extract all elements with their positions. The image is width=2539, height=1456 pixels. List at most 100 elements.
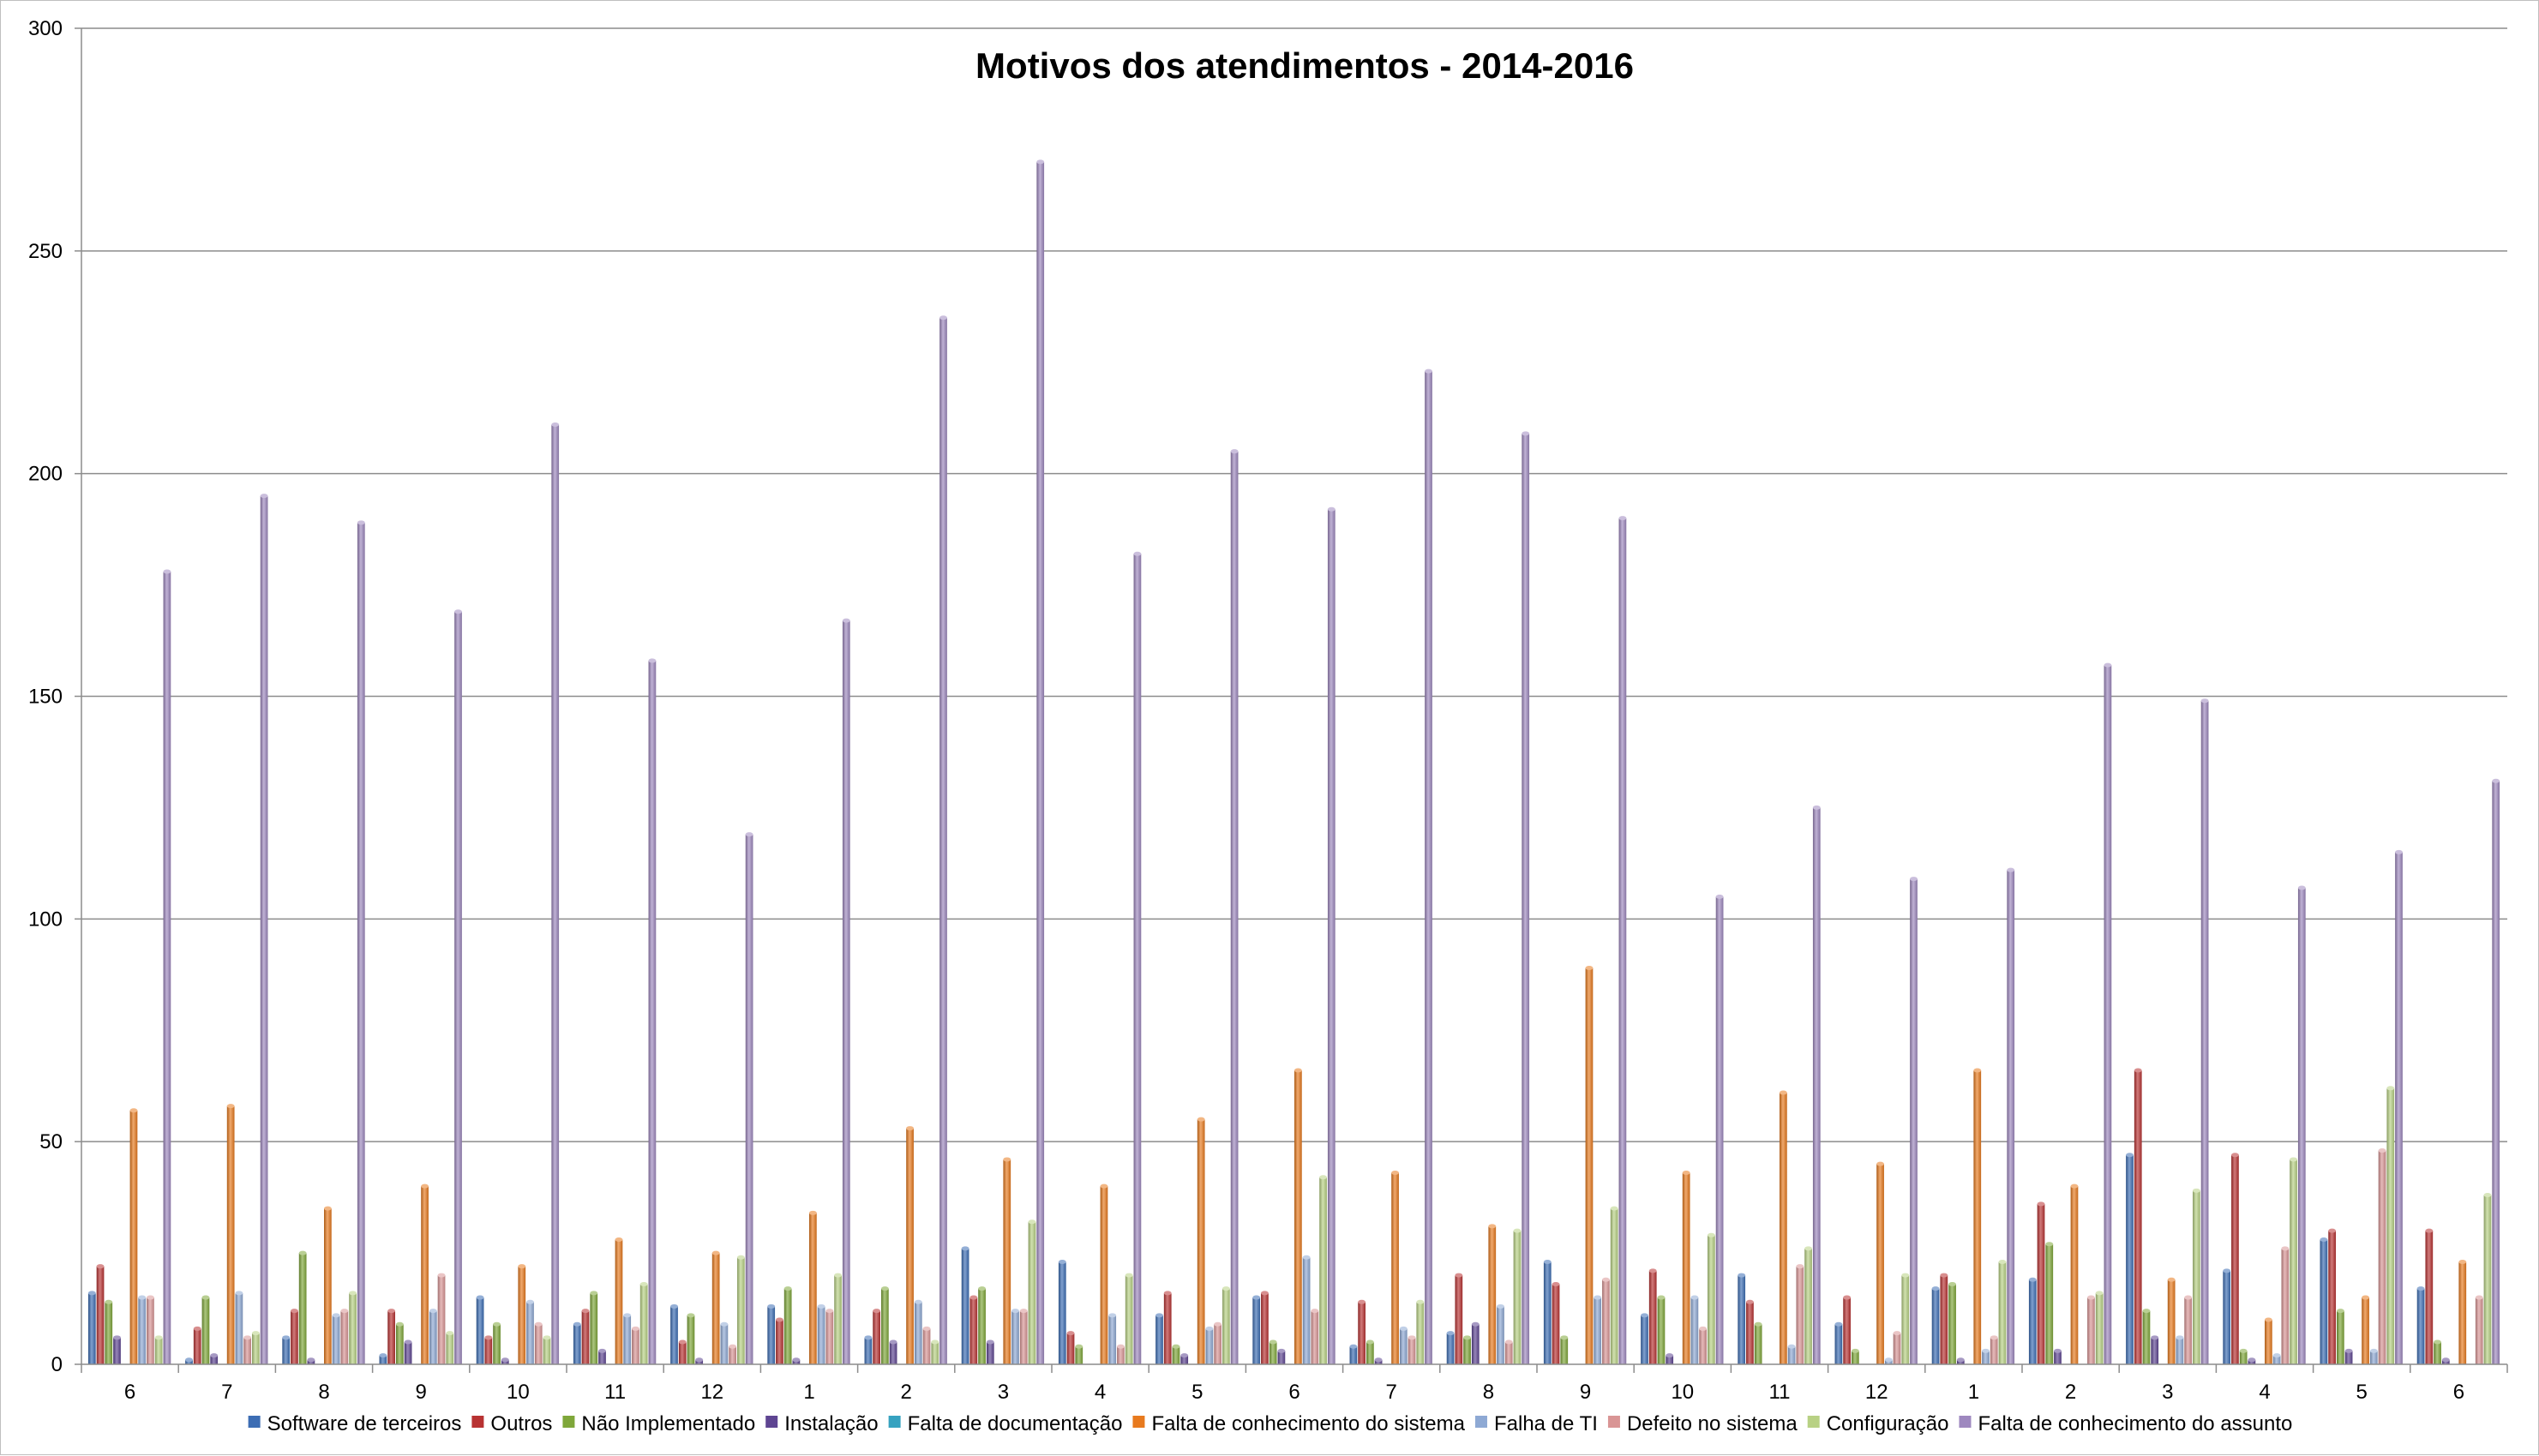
bar-top — [2336, 1309, 2344, 1314]
bar-top — [2378, 1148, 2386, 1153]
bar-top — [476, 1295, 484, 1300]
bar — [349, 1292, 357, 1364]
bar — [1648, 1270, 1657, 1364]
bar — [2028, 1279, 2037, 1364]
bar-top — [2281, 1246, 2290, 1251]
bar-top — [573, 1321, 581, 1327]
bar — [817, 1306, 825, 1364]
bar — [1349, 1346, 1358, 1364]
x-tick-label: 2 — [2065, 1381, 2076, 1404]
bar — [1011, 1310, 1019, 1364]
bar-top — [484, 1335, 493, 1340]
y-axis-tick-labels: 0 50 100 150 200 250 300 — [28, 17, 63, 1376]
legend-item: Software de terceiros — [248, 1412, 461, 1435]
bar-top — [939, 315, 947, 321]
bar-top — [518, 1264, 526, 1269]
bar-top — [2320, 1237, 2328, 1242]
bar — [1214, 1324, 1222, 1364]
bar-top — [1948, 1281, 1956, 1286]
bar — [2037, 1203, 2045, 1364]
bar — [421, 1186, 429, 1364]
bar — [185, 1359, 193, 1364]
bar-top — [720, 1321, 729, 1327]
bar — [931, 1342, 939, 1364]
bar — [687, 1315, 695, 1364]
bar — [1998, 1261, 2007, 1364]
bar-top — [1690, 1295, 1699, 1300]
bar — [1117, 1346, 1125, 1364]
x-tick-label: 4 — [2259, 1381, 2270, 1404]
bar-top — [2441, 1357, 2450, 1363]
bar — [235, 1292, 243, 1364]
bar-top — [404, 1339, 412, 1345]
y-tick-label: 200 — [28, 463, 63, 486]
x-axis-tick-labels: 6 7 8 9 10 11 12 1 2 3 4 5 6 7 8 9 10 11 12 1 2 3 4 5 6 — [124, 1381, 2464, 1404]
bar — [632, 1328, 639, 1364]
bar — [1036, 161, 1045, 1364]
bar — [2151, 1337, 2159, 1364]
bar — [670, 1306, 678, 1364]
bar-top — [2151, 1335, 2159, 1340]
bar-top — [2104, 662, 2112, 668]
bar — [581, 1310, 590, 1364]
bar-top — [1708, 1232, 1715, 1237]
bar-top — [2344, 1348, 2353, 1353]
bar-top — [1884, 1357, 1893, 1363]
bar-top — [1261, 1291, 1269, 1296]
bar-top — [1657, 1295, 1666, 1300]
bar-top — [1893, 1331, 1901, 1336]
bar-top — [767, 1303, 776, 1309]
bar-top — [387, 1309, 395, 1314]
bar-top — [2369, 1348, 2378, 1353]
y-tick-label: 300 — [28, 17, 63, 40]
bar — [1552, 1284, 1560, 1364]
bar-top — [1366, 1339, 1374, 1345]
bar — [1125, 1275, 1133, 1364]
bar-top — [1738, 1273, 1746, 1278]
bar-top — [687, 1313, 695, 1318]
bar-top — [1618, 516, 1627, 521]
bar — [615, 1239, 623, 1364]
x-tick-label: 12 — [700, 1381, 723, 1404]
bar — [1294, 1070, 1302, 1364]
bar-top — [1302, 1255, 1311, 1260]
gridlines — [81, 27, 2507, 1142]
bar — [113, 1337, 121, 1364]
bar — [639, 1284, 648, 1364]
bar — [2176, 1337, 2184, 1364]
bar-top — [2028, 1277, 2037, 1282]
x-tick-label: 8 — [318, 1381, 329, 1404]
y-tick-label: 0 — [51, 1353, 63, 1376]
bar — [2395, 852, 2403, 1364]
bar — [1302, 1257, 1311, 1364]
bar — [260, 495, 268, 1364]
bar-top — [421, 1183, 429, 1189]
bars — [87, 159, 2500, 1365]
bar-top — [776, 1317, 783, 1322]
bar — [1812, 807, 1821, 1364]
bar-top — [1066, 1331, 1075, 1336]
bar — [1610, 1208, 1618, 1364]
bar — [87, 1292, 96, 1364]
bar — [1956, 1359, 1965, 1364]
bar — [1222, 1288, 1230, 1364]
bar-top — [1311, 1309, 1319, 1314]
bar — [1311, 1310, 1319, 1364]
bar-top — [1901, 1273, 1910, 1278]
bar-top — [1455, 1273, 1463, 1278]
bar — [243, 1337, 252, 1364]
bar-top — [1003, 1157, 1011, 1162]
bar — [1657, 1297, 1666, 1364]
bar-top — [1648, 1268, 1657, 1273]
bar — [720, 1324, 729, 1364]
bar-top — [2362, 1295, 2369, 1300]
bar — [96, 1266, 105, 1364]
bar — [922, 1328, 931, 1364]
bar-top — [332, 1313, 340, 1318]
bar-top — [1028, 1219, 1036, 1225]
legend-label: Falha de TI — [1494, 1412, 1598, 1435]
bar — [1641, 1315, 1648, 1364]
bar — [543, 1337, 551, 1364]
legend-swatch — [888, 1416, 901, 1428]
bar-top — [969, 1295, 978, 1300]
